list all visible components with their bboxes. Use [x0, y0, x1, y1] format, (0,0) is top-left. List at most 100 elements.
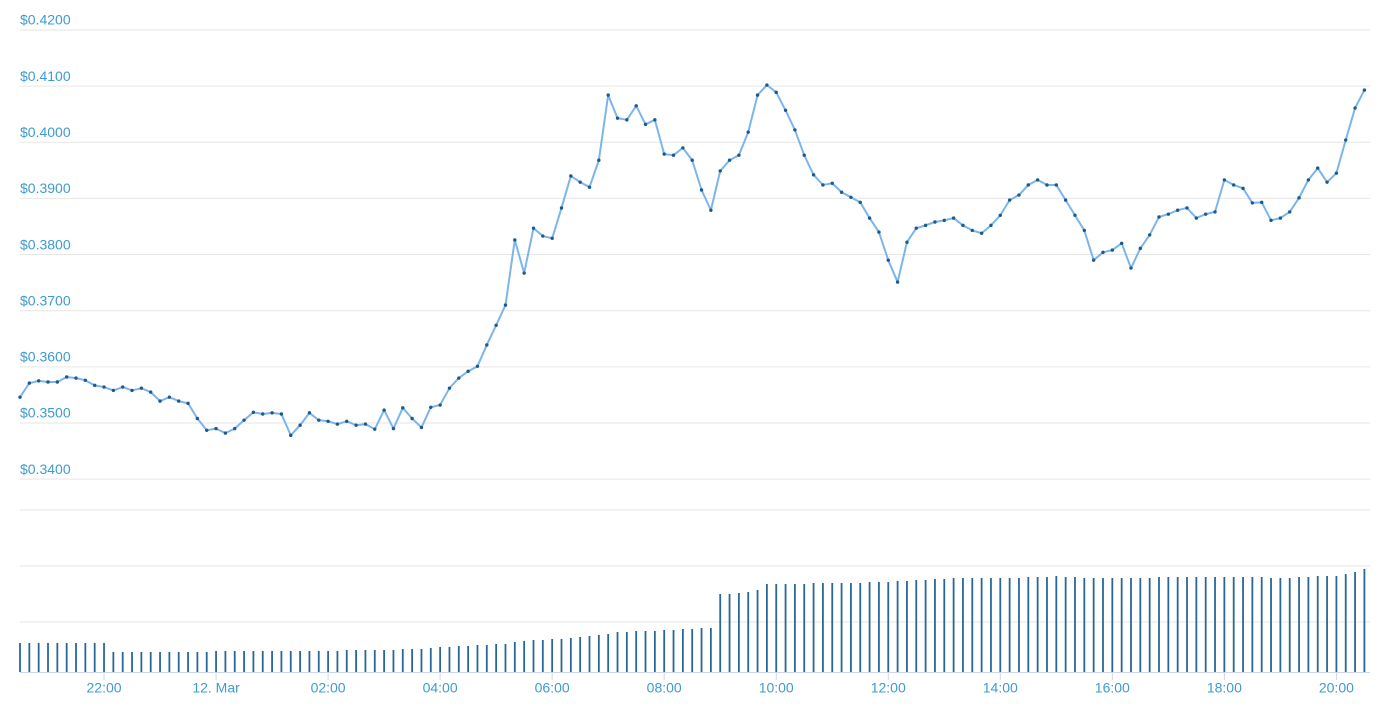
price-point [102, 385, 106, 389]
price-point [951, 216, 956, 220]
volume-bar [887, 582, 890, 672]
price-point [942, 218, 946, 223]
price-point [1278, 216, 1283, 220]
price-point [615, 116, 620, 120]
volume-bar [625, 632, 628, 672]
volume-bar [1260, 577, 1263, 672]
price-point [970, 228, 974, 233]
volume-bar [1036, 577, 1039, 672]
volume-bar [121, 652, 124, 672]
volume-bar [205, 652, 208, 672]
x-tick-label: 10:00 [759, 680, 794, 696]
price-point [354, 423, 358, 427]
volume-bar [952, 578, 955, 672]
volume-bar [551, 639, 554, 672]
volume-bar [523, 641, 526, 672]
volume-bar [84, 643, 87, 672]
volume-bar [308, 651, 311, 672]
price-point [765, 83, 769, 87]
volume-bar [1232, 577, 1235, 672]
volume-bar [579, 637, 582, 672]
price-point [74, 376, 78, 380]
volume-bar [131, 652, 133, 672]
price-point [1101, 250, 1105, 255]
volume-bar [532, 640, 535, 672]
volume-bar [793, 584, 796, 672]
volume-bar [1335, 576, 1338, 672]
price-point [233, 426, 237, 431]
volume-bar [1186, 577, 1188, 672]
price-point [643, 122, 648, 127]
volume-bar [336, 651, 339, 672]
volume-bar [971, 578, 974, 672]
price-point [195, 416, 200, 421]
volume-bar [280, 651, 283, 672]
price-point [597, 158, 601, 162]
volume-bar [803, 584, 806, 672]
volume-bar [737, 593, 740, 672]
price-point [1063, 198, 1068, 202]
price-point [933, 220, 937, 224]
y-tick-label: $0.3900 [20, 180, 71, 196]
volume-bar [93, 643, 96, 672]
price-point [1157, 215, 1161, 219]
price-point [494, 323, 498, 327]
volume-bar [355, 650, 357, 672]
price-point [923, 223, 928, 228]
price-point [326, 419, 330, 423]
price-point [811, 173, 816, 177]
price-point [363, 422, 368, 426]
price-point [475, 364, 480, 368]
price-point [279, 412, 284, 416]
price-point [36, 379, 41, 383]
price-point [550, 236, 554, 240]
price-point [130, 388, 134, 393]
price-point [727, 158, 732, 162]
price-point [821, 183, 825, 187]
price-point [261, 412, 265, 416]
volume-bar [868, 582, 871, 672]
price-point [335, 422, 340, 426]
price-point [466, 369, 470, 374]
volume-bar [1130, 578, 1132, 672]
price-point [709, 208, 713, 212]
price-point [905, 240, 909, 244]
price-point [699, 188, 704, 192]
price-point [1306, 178, 1311, 182]
volume-bar [411, 649, 414, 672]
volume-bar [635, 631, 638, 672]
volume-bar [1158, 577, 1160, 672]
volume-bar [1270, 578, 1272, 672]
price-point [120, 385, 125, 389]
price-point [1082, 228, 1087, 233]
price-point [410, 416, 414, 421]
price-point [690, 158, 694, 162]
volume-bar [747, 592, 750, 672]
price-point [307, 411, 312, 415]
volume-bar [709, 628, 712, 672]
volume-bar [327, 651, 329, 672]
volume-bar [233, 651, 236, 672]
price-point [438, 403, 442, 407]
volume-bar [588, 636, 591, 672]
price-point [83, 378, 88, 383]
price-point [961, 223, 965, 228]
y-tick-label: $0.3600 [20, 349, 71, 365]
volume-bar [691, 629, 694, 672]
volume-bar [168, 652, 171, 672]
volume-bar [485, 645, 488, 672]
price-point [391, 426, 396, 431]
price-point [1035, 178, 1040, 182]
price-point [1185, 206, 1189, 210]
volume-bar [75, 643, 77, 672]
price-point [1288, 210, 1292, 214]
price-point [111, 388, 116, 393]
price-point [1138, 246, 1143, 251]
price-point [46, 380, 50, 384]
volume-bar [934, 579, 936, 672]
y-tick-label: $0.4200 [20, 12, 71, 28]
volume-bar [681, 629, 684, 672]
volume-bar [663, 630, 666, 672]
price-point [382, 408, 386, 412]
volume-bar [822, 583, 824, 672]
